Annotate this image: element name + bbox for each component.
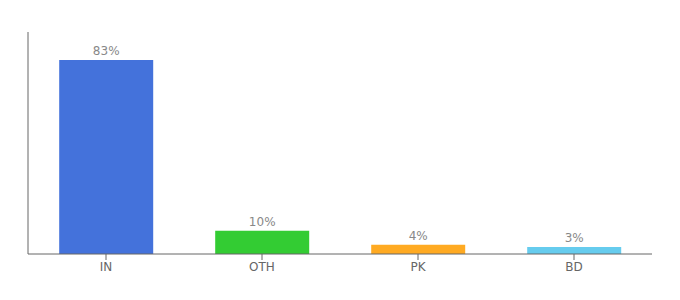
svg-text:4%: 4% — [409, 229, 428, 243]
svg-text:3%: 3% — [565, 231, 584, 245]
svg-text:IN: IN — [100, 260, 113, 274]
svg-text:BD: BD — [565, 260, 582, 274]
svg-text:10%: 10% — [249, 215, 276, 229]
svg-text:OTH: OTH — [249, 260, 275, 274]
svg-text:PK: PK — [410, 260, 426, 274]
svg-text:83%: 83% — [93, 44, 120, 58]
